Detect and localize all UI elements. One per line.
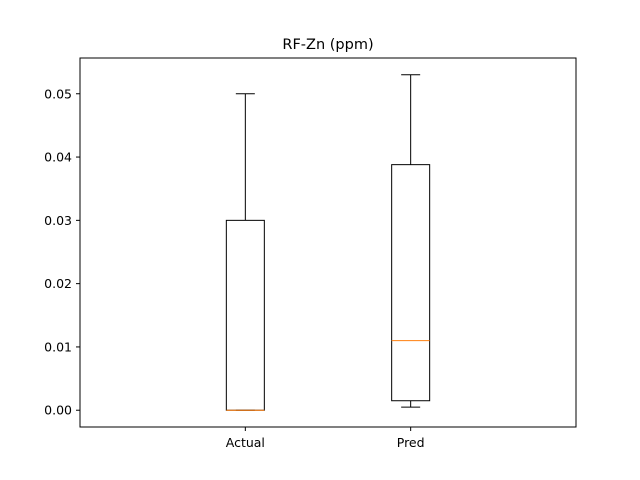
y-tick-label: 0.04: [44, 150, 72, 165]
x-tick-label: Actual: [226, 435, 265, 450]
axes-frame: [79, 57, 577, 428]
y-tick-label: 0.03: [44, 213, 72, 228]
x-axis: Actual Pred: [226, 427, 425, 450]
y-tick-label: 0.00: [44, 403, 72, 418]
chart-title: RF-Zn (ppm): [282, 37, 373, 53]
x-tick-label: Pred: [397, 435, 425, 450]
y-tick-label: 0.02: [44, 276, 72, 291]
y-axis: 0.00 0.01 0.02 0.03 0.04 0.05: [44, 86, 80, 418]
plot-area: [225, 74, 431, 411]
y-tick-label: 0.05: [44, 86, 72, 101]
y-tick-label: 0.01: [44, 339, 72, 354]
box-iqr: [391, 164, 431, 402]
